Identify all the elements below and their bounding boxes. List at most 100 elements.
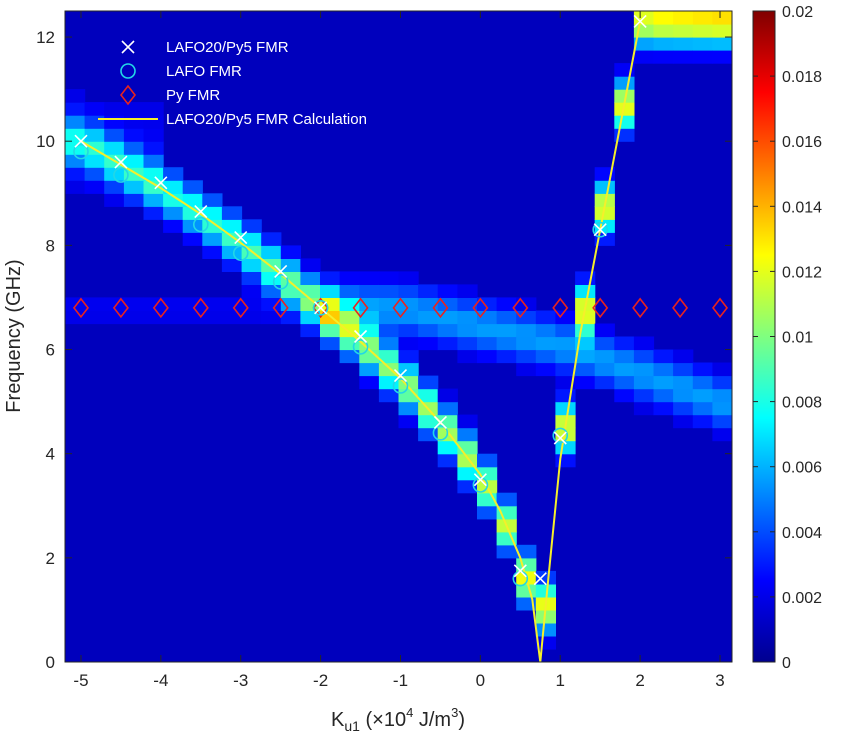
heatmap-cell	[594, 336, 615, 351]
heatmap-cell	[594, 323, 615, 338]
bilayer-fmr-point	[74, 134, 88, 148]
heatmap-cell	[496, 492, 517, 507]
heatmap-cell	[712, 362, 732, 377]
heatmap-cell	[339, 336, 360, 351]
heatmap-cell	[300, 271, 321, 285]
heatmap-cell	[457, 297, 478, 311]
heatmap-cell	[182, 310, 203, 325]
heatmap-cell	[692, 24, 713, 38]
lafo-fmr-point	[312, 300, 329, 316]
heatmap-cell	[692, 362, 713, 377]
y-tick-label: 8	[46, 236, 55, 255]
lafo-fmr-point	[232, 245, 249, 261]
legend-label: Py FMR	[166, 87, 220, 104]
heatmap-cell	[614, 336, 635, 351]
heatmap-cell	[123, 154, 145, 168]
heatmap-cell	[378, 284, 400, 298]
heatmap-cell	[123, 128, 145, 142]
heatmap-cell	[653, 37, 674, 51]
heatmap-cell	[104, 128, 125, 142]
bilayer-fmr-point	[194, 204, 208, 219]
heatmap-cell	[712, 427, 732, 442]
heatmap-cell	[457, 323, 478, 338]
legend-label: LAFO20/Py5 FMR	[166, 39, 289, 56]
heatmap-cell	[437, 401, 458, 416]
heatmap-cell	[65, 180, 86, 194]
heatmap-cell	[320, 271, 341, 285]
heatmap-cell	[712, 11, 732, 25]
heatmap-cell	[535, 349, 556, 364]
heatmap-cell	[163, 193, 184, 207]
heatmap-cell	[673, 50, 694, 64]
heatmap-cell	[182, 219, 203, 233]
heatmap-cell	[261, 232, 282, 246]
legend-label: LAFO FMR	[166, 63, 242, 80]
x-axis-label-sub: u1	[344, 718, 360, 734]
heatmap-cell	[712, 414, 732, 429]
py-fmr-point	[432, 297, 449, 319]
heatmap-cell	[84, 297, 105, 311]
legend-entry: LAFO20/Py5 FMR Calculation	[98, 111, 367, 128]
y-axis-label: Frequency (GHz)	[3, 259, 25, 412]
py-fmr-point	[312, 297, 329, 319]
lafo-fmr-point	[592, 221, 608, 238]
heatmap-cell	[182, 193, 203, 207]
heatmap-cell	[653, 11, 674, 25]
heatmap-cell	[594, 180, 615, 194]
colorbar-tick-label: 0.016	[782, 134, 822, 151]
heatmap-cell	[261, 284, 282, 298]
heatmap-cell	[575, 323, 596, 338]
bilayer-fmr-point	[433, 415, 448, 429]
heatmap-cell	[614, 115, 635, 129]
heatmap-cell	[378, 375, 400, 390]
heatmap-cell	[123, 310, 145, 325]
py-fmr-point	[392, 297, 409, 319]
heatmap-cell	[65, 128, 86, 142]
heatmap-cell	[653, 375, 674, 390]
heatmap-cell	[398, 401, 419, 416]
heatmap-cell	[163, 310, 184, 325]
heatmap-cell	[516, 544, 537, 559]
heatmap-cell	[673, 11, 694, 25]
heatmap-cell	[280, 284, 301, 298]
heatmap-cell	[535, 622, 556, 637]
heatmap-cell	[65, 310, 86, 325]
heatmap-cell	[496, 323, 517, 338]
heatmap-cell	[516, 362, 537, 377]
heatmap-cell	[437, 336, 458, 351]
heatmap-cell	[555, 375, 576, 390]
heatmap-cell	[339, 310, 360, 325]
heatmap-cell	[378, 323, 400, 338]
heatmap-cell	[202, 206, 223, 220]
x-tick-label: 1	[556, 671, 565, 690]
heatmap-cell	[535, 336, 556, 351]
heatmap-cell	[123, 193, 145, 207]
heatmap-cell	[516, 349, 537, 364]
x-axis-label-unitexp: 3	[451, 705, 458, 720]
heatmap-cell	[241, 310, 262, 325]
heatmap-cell	[143, 128, 164, 142]
heatmap-cell	[457, 349, 478, 364]
lafo-fmr-point	[552, 427, 569, 444]
x-tick-label: -4	[153, 671, 168, 690]
heatmap-cell	[633, 336, 655, 351]
heatmap-cell	[221, 297, 243, 311]
heatmap-cell	[457, 479, 478, 494]
bilayer-fmr-point	[314, 301, 328, 315]
heatmap-cell	[398, 310, 419, 325]
heatmap-cell	[84, 310, 105, 325]
heatmap-cell	[143, 115, 164, 129]
heatmap-cell	[221, 232, 243, 246]
colorbar-tick-label: 0	[782, 655, 791, 672]
heatmap-cell	[359, 271, 380, 285]
legend-entry: LAFO20/Py5 FMR	[121, 39, 289, 56]
colorbar-ticks: 0 0.002 0.004 0.006 0.008 0.01 0.012 0.014 0.016…	[753, 4, 822, 672]
heatmap-cell	[516, 310, 537, 325]
heatmap-cell	[692, 50, 713, 64]
heatmap-cell	[359, 310, 380, 325]
heatmap-cell	[712, 375, 732, 390]
heatmap-cell	[555, 401, 576, 416]
legend: LAFO20/Py5 FMR LAFO FMR Py FMR LAFO20/Py5 F…	[98, 39, 367, 128]
heatmap-cell	[457, 414, 478, 429]
